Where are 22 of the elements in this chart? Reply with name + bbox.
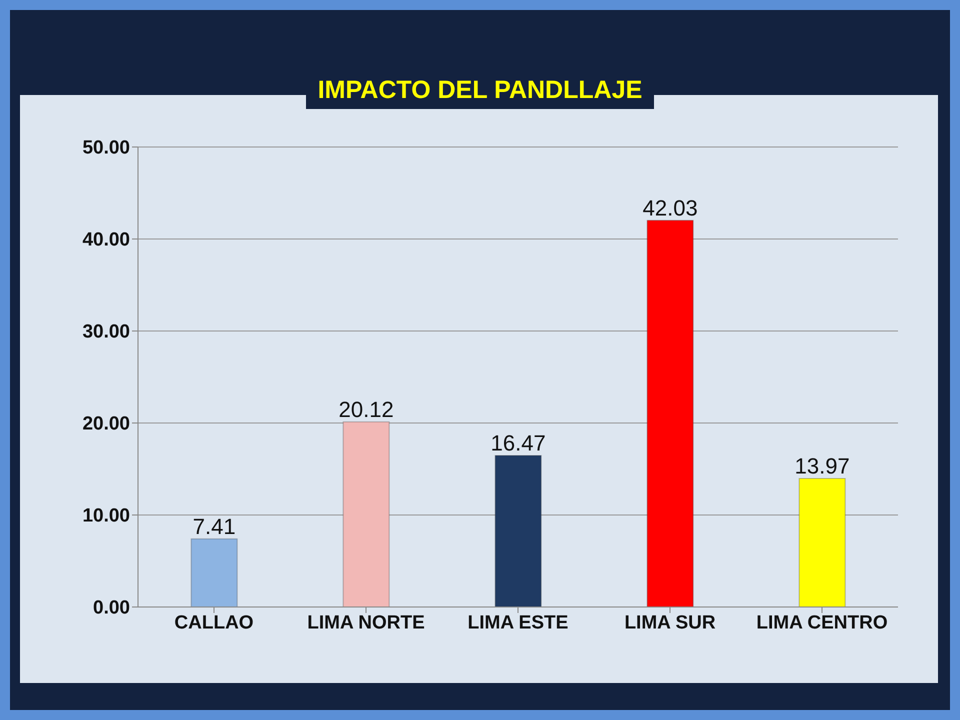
- data-label: 16.47: [490, 430, 546, 456]
- bar: [494, 454, 542, 607]
- data-label: 7.41: [192, 514, 236, 539]
- bar: [342, 421, 390, 607]
- x-tick-label: LIMA NORTE: [307, 612, 425, 634]
- y-tick-label: 40.00: [82, 230, 130, 251]
- bar: [190, 538, 238, 607]
- data-label: 42.03: [642, 195, 698, 220]
- x-tick-label: LIMA CENTRO: [756, 612, 888, 634]
- data-label: 20.12: [338, 396, 394, 422]
- y-tick-label: 50.00: [82, 138, 130, 159]
- x-tick-label: LIMA ESTE: [468, 612, 568, 634]
- x-tick-label: CALLAO: [174, 612, 254, 634]
- chart-title: IMPACTO DEL PANDLLAJE: [306, 72, 654, 109]
- bar: [798, 478, 846, 607]
- data-label: 13.97: [794, 453, 850, 478]
- y-tick-label: 20.00: [82, 414, 130, 435]
- bar: [646, 220, 694, 607]
- y-tick-label: 30.00: [82, 322, 130, 343]
- y-tick-label: 0.00: [93, 598, 130, 619]
- x-tick-label: LIMA SUR: [624, 612, 716, 634]
- y-tick-label: 10.00: [82, 506, 130, 527]
